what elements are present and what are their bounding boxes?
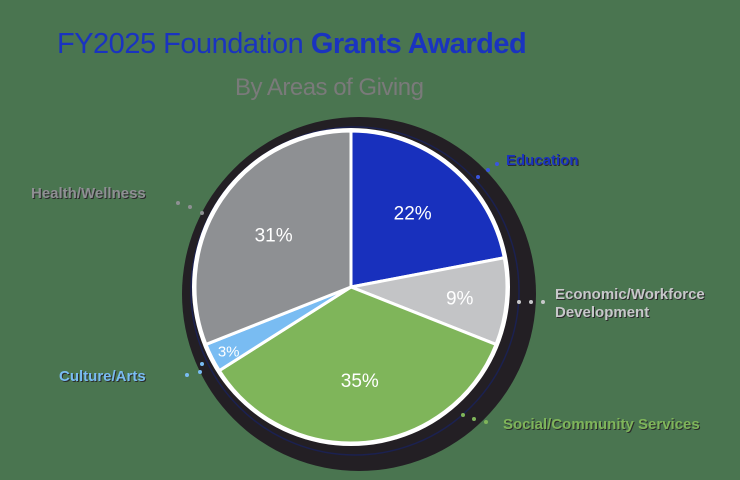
pie-percent-labels: 22% 9% 35% 3% 31%	[218, 203, 474, 392]
leader-dot-economic-workforce	[529, 300, 533, 304]
leader-dot-culture-arts	[185, 373, 189, 377]
leader-dot-culture-arts	[198, 370, 202, 374]
percent-culture-arts: 3%	[218, 343, 240, 360]
label-economic-line1: Economic/Workforce	[555, 286, 705, 303]
label-economic-workforce: Economic/Workforce Development	[555, 286, 705, 322]
label-health-wellness: Health/Wellness	[31, 185, 146, 203]
leader-dots	[176, 162, 545, 424]
label-social-community: Social/Community Services	[503, 416, 700, 434]
pie-ring-accent	[190, 126, 520, 456]
leader-dot-education	[476, 175, 480, 179]
label-education: Education	[506, 152, 579, 170]
leader-dot-health-wellness	[188, 205, 192, 209]
leader-dot-culture-arts	[200, 362, 204, 366]
leader-dot-education	[495, 162, 499, 166]
chart-title: FY2025 Foundation Grants Awarded	[0, 28, 740, 61]
leader-dot-education	[486, 168, 490, 172]
label-health-text: Health/Wellness	[31, 185, 146, 202]
slice-education	[349, 129, 506, 289]
title-light: FY2025 Foundation	[57, 28, 311, 60]
leader-dot-health-wellness	[200, 211, 204, 215]
percent-health-wellness: 31%	[255, 225, 293, 246]
percent-education: 22%	[394, 203, 432, 224]
leader-dot-economic-workforce	[517, 300, 521, 304]
slice-health-wellness	[193, 129, 353, 347]
label-economic-line2: Development	[555, 304, 650, 321]
leader-dot-health-wellness	[176, 201, 180, 205]
leader-dot-social-community	[472, 417, 476, 421]
pie-slices	[193, 129, 509, 445]
leader-dot-social-community	[461, 413, 465, 417]
label-culture-text: Culture/Arts	[59, 368, 146, 385]
leader-dot-economic-workforce	[541, 300, 545, 304]
label-education-text: Education	[506, 152, 579, 169]
slice-economic-workforce	[345, 256, 509, 347]
label-culture-arts: Culture/Arts	[59, 368, 146, 386]
percent-economic-workforce: 9%	[446, 288, 474, 309]
chart-subtitle: By Areas of Giving	[235, 74, 424, 101]
percent-social-community: 35%	[341, 371, 379, 392]
slice-social-community	[217, 285, 498, 445]
leader-dot-social-community	[484, 420, 488, 424]
label-social-text: Social/Community Services	[503, 416, 700, 433]
title-bold: Grants Awarded	[310, 28, 527, 60]
